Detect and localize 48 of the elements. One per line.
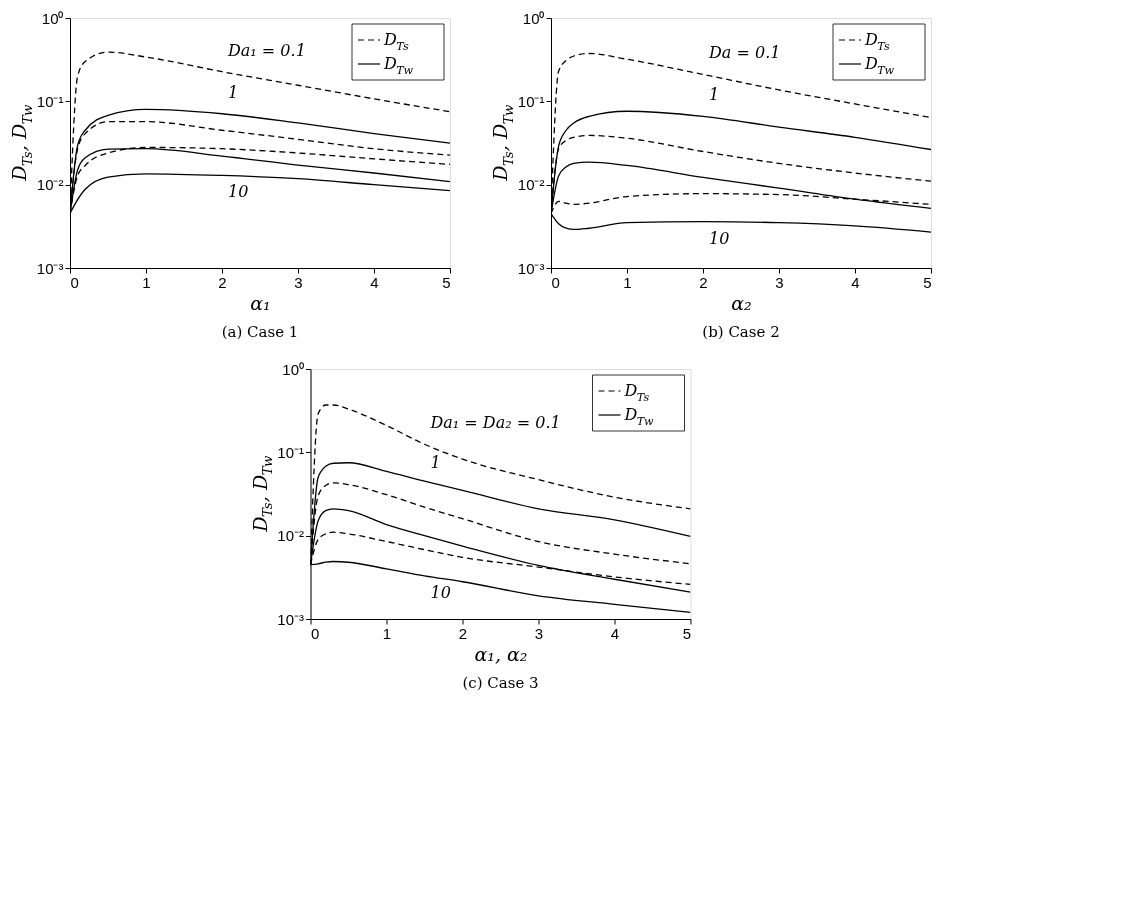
y-tick-label: 10⁻¹	[517, 92, 545, 110]
x-tick-label: 4	[370, 273, 379, 291]
x-tick-label: 5	[442, 273, 451, 291]
y-axis-title: DTs, DTw	[8, 103, 35, 182]
y-axis-title: DTs, DTw	[248, 454, 276, 533]
y-tick-label: 10⁻¹	[277, 443, 304, 461]
x-axis-title: α₂	[731, 291, 752, 314]
x-axis-title: α₁	[250, 291, 271, 314]
x-tick-label: 1	[382, 624, 392, 642]
y-tick-label: 10⁰	[522, 9, 545, 27]
y-axis-title: DTs, DTw	[489, 103, 516, 182]
y-tick-label: 10⁻³	[517, 259, 545, 277]
annotation: 1	[228, 82, 239, 102]
x-tick-label: 1	[142, 273, 151, 291]
x-tick-label: 3	[775, 273, 784, 291]
annotation: Da = 0.1	[708, 43, 781, 63]
annotation: 1	[709, 85, 720, 105]
annotation: 10	[228, 182, 249, 202]
annotation: 10	[430, 582, 451, 602]
y-tick-label: 10⁻³	[36, 259, 64, 277]
y-tick-label: 10⁻²	[517, 176, 545, 194]
x-tick-label: 2	[218, 273, 227, 291]
annotation: Da₁ = 0.1	[227, 40, 306, 60]
annotation: Da₁ = Da₂ = 0.1	[429, 413, 561, 433]
y-tick-label: 10⁰	[282, 360, 304, 378]
text: (c) Case 3	[462, 674, 539, 692]
x-tick-label: 2	[699, 273, 708, 291]
x-tick-label: 3	[534, 624, 544, 642]
x-tick-label: 0	[551, 273, 560, 291]
x-tick-label: 4	[610, 624, 620, 642]
y-tick-label: 10⁻³	[277, 610, 304, 628]
y-tick-label: 10⁻²	[277, 527, 304, 545]
x-tick-label: 2	[458, 624, 468, 642]
annotation: 10	[709, 228, 730, 248]
x-tick-label: 4	[851, 273, 860, 291]
text: (b) Case 2	[702, 323, 780, 341]
text: (a) Case 1	[221, 323, 299, 341]
y-tick-label: 10⁰	[41, 9, 64, 27]
x-tick-label: 5	[923, 273, 932, 291]
x-axis-title: α₁, α₂	[474, 642, 528, 665]
x-tick-label: 0	[311, 624, 320, 642]
y-tick-label: 10⁻²	[36, 176, 64, 194]
x-tick-label: 1	[623, 273, 632, 291]
x-tick-label: 5	[682, 624, 691, 642]
x-tick-label: 0	[70, 273, 79, 291]
annotation: 1	[430, 452, 441, 472]
x-tick-label: 3	[294, 273, 303, 291]
y-tick-label: 10⁻¹	[36, 92, 64, 110]
